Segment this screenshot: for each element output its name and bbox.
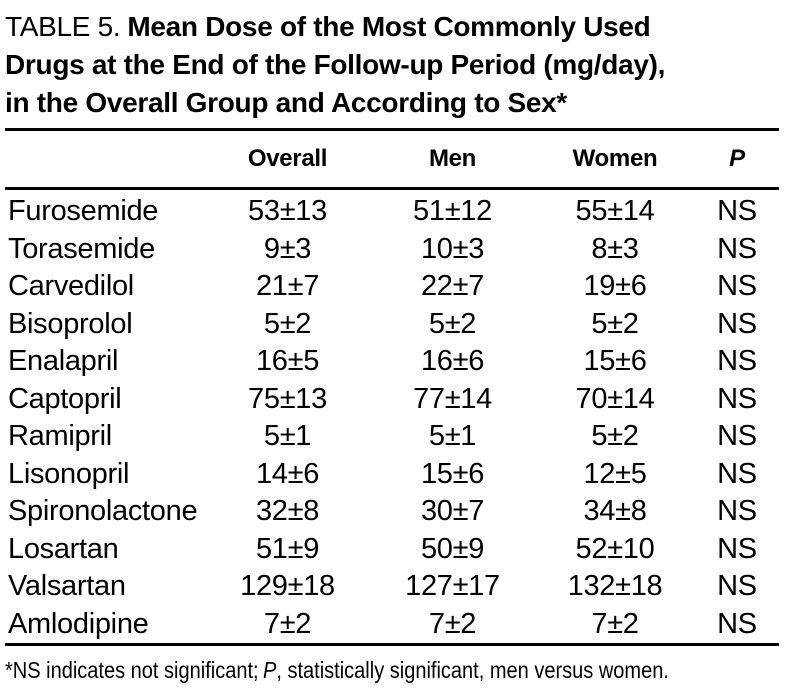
- women-value: 70±14: [575, 382, 655, 415]
- men-value: 5±1: [428, 420, 477, 453]
- women-value: 12±5: [583, 457, 647, 490]
- caption-text-1: Mean Dose of the Most Commonly Used: [127, 11, 651, 42]
- women-value: 52±10: [575, 532, 655, 565]
- women-value: 5±2: [591, 420, 639, 453]
- overall-value: 7±2: [263, 607, 312, 640]
- table-row: Ramipril 5±1 5±1 5±2 NS: [5, 418, 779, 456]
- drug-name: Bisoprolol: [8, 307, 133, 340]
- caption-line-2: Drugs at the End of the Follow-up Period…: [5, 49, 666, 80]
- overall-value: 14±6: [255, 457, 320, 490]
- drug-name: Spironolactone: [8, 495, 198, 528]
- table-row: Captopril 75±13 77±14 70±14 NS: [5, 381, 779, 419]
- p-value: NS: [717, 532, 757, 565]
- footnote-prefix: *NS indicates not significant;: [5, 657, 259, 683]
- caption-line-1: TABLE 5. Mean Dose of the Most Commonly U…: [5, 8, 779, 46]
- header-p: P: [729, 145, 745, 172]
- p-value: NS: [717, 270, 757, 303]
- women-value: 19±6: [583, 270, 647, 303]
- table-body: Furosemide 53±13 51±12 55±14 NS Torasemi…: [5, 190, 779, 643]
- p-value: NS: [717, 420, 757, 453]
- p-value: NS: [717, 457, 757, 490]
- footnote-text: *NS indicates not significant; P, statist…: [5, 657, 669, 684]
- drug-name: Captopril: [8, 382, 122, 415]
- women-value: 55±14: [575, 195, 655, 228]
- p-value: NS: [717, 307, 757, 340]
- table-top-rule: [5, 128, 779, 131]
- overall-value: 75±13: [248, 382, 327, 415]
- table-bottom-rule: [5, 643, 779, 646]
- overall-value: 51±9: [255, 532, 320, 565]
- table-caption: TABLE 5. Mean Dose of the Most Commonly U…: [5, 8, 779, 122]
- men-value: 7±2: [428, 607, 477, 640]
- women-value: 15±6: [583, 345, 647, 378]
- overall-value: 5±2: [263, 307, 312, 340]
- overall-value: 16±5: [255, 345, 320, 378]
- table-row: Torasemide 9±3 10±3 8±3 NS: [5, 231, 779, 269]
- overall-value: 129±18: [240, 570, 335, 603]
- drug-name: Losartan: [8, 532, 119, 565]
- men-value: 10±3: [420, 232, 485, 265]
- drug-name: Amlodipine: [8, 607, 149, 640]
- men-value: 22±7: [420, 270, 485, 303]
- drug-name: Furosemide: [8, 195, 159, 228]
- women-value: 34±8: [583, 495, 647, 528]
- p-value: NS: [717, 345, 757, 378]
- men-value: 5±2: [428, 307, 477, 340]
- caption-line-3: in the Overall Group and According to Se…: [5, 87, 568, 118]
- table-number-label: TABLE 5.: [5, 11, 121, 42]
- footnote-p-symbol: P: [262, 657, 277, 683]
- men-value: 127±17: [405, 570, 500, 603]
- men-value: 51±12: [413, 195, 492, 228]
- p-value: NS: [717, 232, 757, 265]
- women-value: 8±3: [591, 232, 639, 265]
- table-row: Bisoprolol 5±2 5±2 5±2 NS: [5, 306, 779, 344]
- women-value: 5±2: [591, 307, 639, 340]
- table-footnote: *NS indicates not significant; P, statist…: [5, 657, 779, 684]
- table-header-row: Overall Men Women P: [5, 131, 779, 187]
- men-value: 50±9: [420, 532, 485, 565]
- overall-value: 9±3: [263, 232, 312, 265]
- header-overall: Overall: [247, 145, 328, 172]
- header-men: Men: [428, 145, 477, 172]
- overall-value: 21±7: [255, 270, 320, 303]
- overall-value: 53±13: [248, 195, 327, 228]
- p-value: NS: [717, 382, 757, 415]
- table-row: Spironolactone 32±8 30±7 34±8 NS: [5, 493, 779, 531]
- men-value: 30±7: [420, 495, 485, 528]
- drug-name: Torasemide: [8, 232, 155, 265]
- table-row: Furosemide 53±13 51±12 55±14 NS: [5, 193, 779, 231]
- drug-name: Ramipril: [8, 420, 112, 453]
- table-row: Valsartan 129±18 127±17 132±18 NS: [5, 568, 779, 606]
- table-row: Lisonopril 14±6 15±6 12±5 NS: [5, 456, 779, 494]
- women-value: 132±18: [567, 570, 663, 603]
- drug-name: Enalapril: [8, 345, 119, 378]
- p-value: NS: [717, 495, 757, 528]
- p-value: NS: [717, 195, 757, 228]
- footnote-suffix: , statistically significant, men versus …: [276, 657, 669, 683]
- header-women: Women: [572, 145, 658, 172]
- table-row: Amlodipine 7±2 7±2 7±2 NS: [5, 606, 779, 644]
- p-value: NS: [717, 607, 757, 640]
- women-value: 7±2: [591, 607, 639, 640]
- overall-value: 32±8: [255, 495, 320, 528]
- table-row: Carvedilol 21±7 22±7 19±6 NS: [5, 268, 779, 306]
- men-value: 16±6: [420, 345, 485, 378]
- table-row: Losartan 51±9 50±9 52±10 NS: [5, 531, 779, 569]
- p-value: NS: [717, 570, 757, 603]
- table-row: Enalapril 16±5 16±6 15±6 NS: [5, 343, 779, 381]
- overall-value: 5±1: [263, 420, 312, 453]
- drug-name: Carvedilol: [8, 270, 134, 303]
- drug-name: Valsartan: [8, 570, 126, 603]
- men-value: 15±6: [420, 457, 485, 490]
- men-value: 77±14: [413, 382, 492, 415]
- table-header-rule: [5, 187, 779, 190]
- drug-name: Lisonopril: [8, 457, 130, 490]
